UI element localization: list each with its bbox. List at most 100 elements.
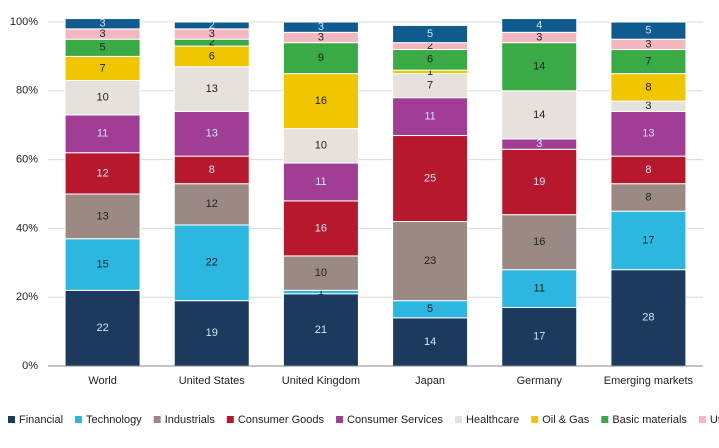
data-label: 17	[533, 331, 545, 343]
data-label: 13	[206, 128, 218, 140]
data-label: 1	[318, 286, 324, 298]
data-label: 3	[536, 31, 542, 43]
legend-marker	[601, 416, 609, 423]
bar-segment	[610, 269, 687, 367]
data-label: 2	[209, 37, 215, 49]
data-label: 3	[100, 18, 106, 30]
data-label: 11	[534, 283, 545, 295]
x-tick-label: United Kingdom	[282, 375, 360, 387]
legend-label: Basic materials	[612, 414, 687, 426]
legend-marker	[455, 416, 463, 423]
data-label: 15	[96, 258, 108, 270]
bar-segment	[501, 18, 578, 33]
bar-segment	[392, 24, 469, 44]
x-tick-label: United States	[179, 375, 246, 387]
bar-segment	[392, 317, 469, 367]
data-label: 3	[645, 38, 651, 50]
data-label: 16	[315, 95, 327, 107]
data-label: 5	[427, 303, 433, 315]
bar-segment	[173, 183, 250, 226]
data-label: 11	[315, 176, 326, 188]
data-label: 7	[427, 80, 433, 92]
bar-segment	[392, 73, 469, 99]
bar-segment	[64, 79, 141, 116]
x-tick-label: Germany	[517, 375, 563, 387]
data-label: 14	[424, 336, 436, 348]
data-label: 2	[209, 19, 215, 31]
data-label: 1	[427, 66, 433, 78]
bar-segment	[610, 21, 687, 40]
legend-label: Financial	[19, 414, 63, 426]
data-label: 3	[318, 31, 324, 43]
data-label: 2	[427, 40, 433, 52]
data-label: 13	[96, 210, 108, 222]
data-label: 12	[96, 167, 108, 179]
data-label: 3	[209, 28, 215, 40]
data-label: 14	[533, 109, 545, 121]
data-label: 5	[100, 42, 106, 54]
bar-segment	[64, 55, 141, 81]
legend-marker	[336, 416, 344, 423]
data-label: 3	[536, 138, 542, 150]
bar-segment	[282, 73, 359, 130]
bar-segment	[173, 21, 250, 30]
data-label: 4	[536, 19, 542, 31]
y-tick-label: 40%	[16, 222, 38, 234]
x-tick-label: Emerging markets	[604, 375, 694, 387]
bar-segment	[501, 307, 578, 367]
legend-marker	[531, 416, 539, 423]
bar-segment	[392, 97, 469, 137]
data-label: 28	[642, 312, 654, 324]
x-tick-label: Japan	[415, 375, 445, 387]
bar-segment	[282, 293, 359, 367]
legend-marker	[698, 416, 706, 423]
data-label: 19	[533, 176, 545, 188]
data-label: 19	[206, 327, 218, 339]
bar-segment	[64, 238, 141, 291]
data-label: 12	[206, 198, 218, 210]
bar-segment	[610, 183, 687, 212]
bar-segment	[173, 110, 250, 157]
bar-segment	[610, 210, 687, 271]
bar-segment	[173, 224, 250, 302]
legend-label: Oil & Gas	[542, 414, 590, 426]
bar-segment	[392, 135, 469, 223]
y-tick-label: 20%	[16, 291, 38, 303]
data-label: 6	[427, 54, 433, 66]
legend-label: Consumer Services	[347, 414, 443, 426]
legend-label: Utilities	[710, 414, 719, 426]
data-label: 16	[533, 236, 545, 248]
data-label: 14	[533, 61, 545, 73]
data-label: 25	[424, 172, 436, 184]
data-label: 5	[427, 28, 433, 40]
data-label: 10	[315, 267, 327, 279]
data-label: 9	[318, 52, 324, 64]
bar-segment	[64, 114, 141, 154]
data-label: 8	[645, 164, 651, 176]
y-tick-label: 60%	[16, 154, 38, 166]
data-label: 8	[209, 164, 215, 176]
bar-segment	[610, 49, 687, 75]
data-label: 13	[206, 83, 218, 95]
x-tick-label: World	[88, 375, 117, 387]
data-label: 6	[209, 50, 215, 62]
bar-segment	[501, 214, 578, 271]
data-label: 13	[642, 128, 654, 140]
y-tick-label: 0%	[22, 360, 38, 372]
data-label: 8	[645, 191, 651, 203]
data-label: 3	[318, 21, 324, 33]
bar-segment	[282, 42, 359, 75]
data-label: 7	[100, 62, 106, 74]
legend-label: Consumer Goods	[238, 414, 325, 426]
legend-marker	[153, 416, 161, 423]
data-label: 8	[645, 81, 651, 93]
bar-segment	[282, 21, 359, 33]
legend-marker	[75, 416, 83, 423]
bar-segment	[64, 18, 141, 30]
legend-label: Industrials	[165, 414, 216, 426]
data-label: 5	[645, 25, 651, 37]
bar-segment	[392, 221, 469, 302]
data-label: 11	[97, 128, 108, 140]
legend-label: Healthcare	[466, 414, 519, 426]
data-label: 10	[96, 92, 108, 104]
